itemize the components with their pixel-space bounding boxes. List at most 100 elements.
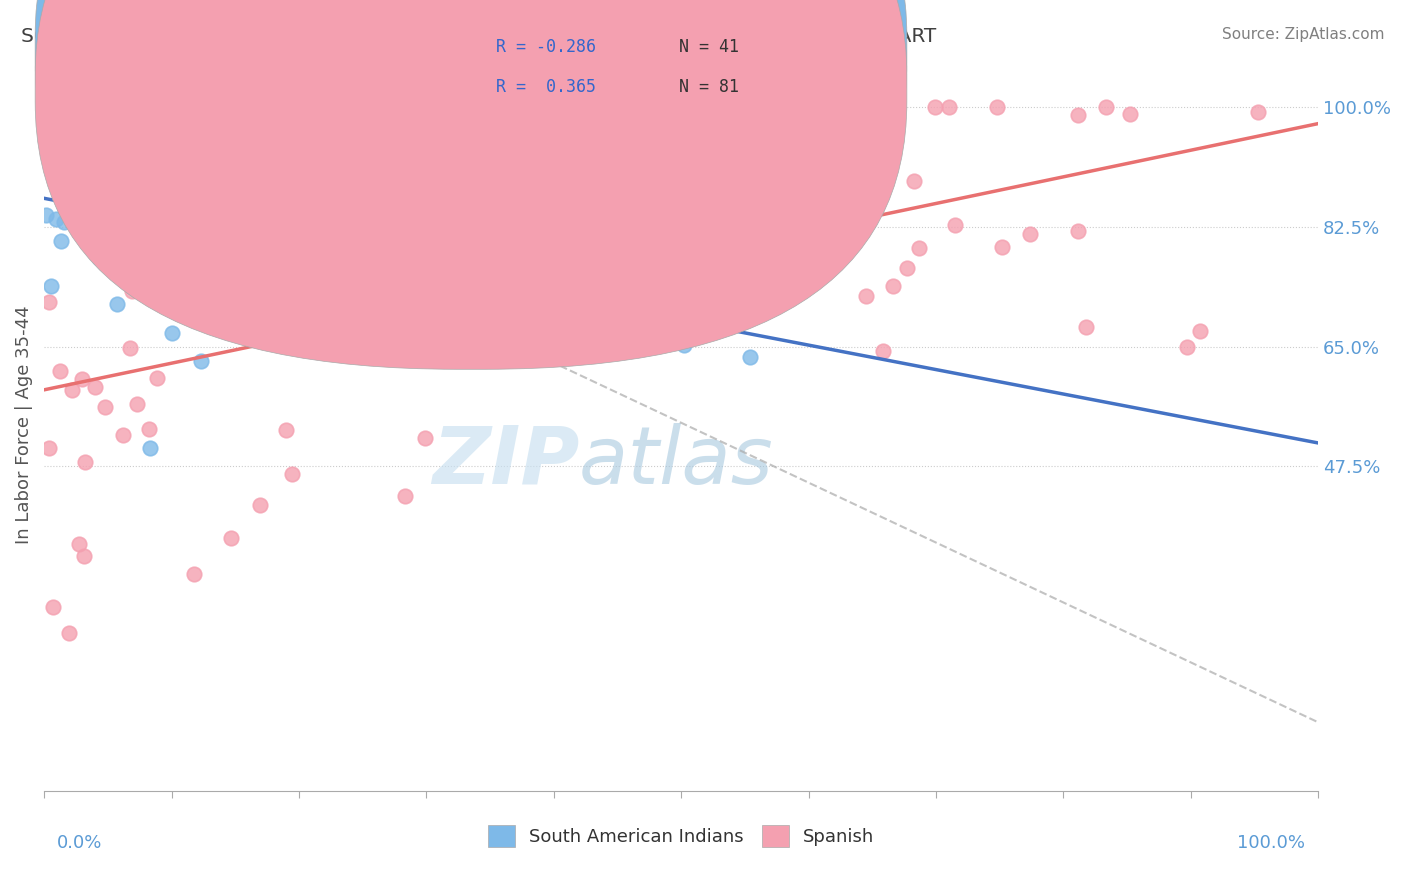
Point	[105, 297, 128, 311]
Legend: South American Indians, Spanish: South American Indians, Spanish	[481, 818, 882, 855]
Point	[509, 305, 531, 319]
Point	[183, 567, 205, 582]
Point	[120, 341, 142, 355]
Point	[146, 370, 169, 384]
Point	[70, 372, 93, 386]
Point	[89, 252, 111, 266]
Point	[84, 380, 107, 394]
Point	[938, 100, 960, 114]
Point	[129, 263, 152, 277]
Text: R = -0.286: R = -0.286	[496, 38, 596, 56]
Point	[399, 348, 422, 362]
Point	[740, 351, 762, 365]
Point	[1118, 107, 1140, 121]
Point	[124, 252, 146, 266]
Point	[39, 278, 62, 293]
Point	[194, 186, 217, 200]
Text: ZIP: ZIP	[432, 423, 579, 500]
Point	[503, 178, 526, 193]
Point	[688, 198, 710, 212]
Point	[110, 242, 132, 256]
Point	[127, 397, 149, 411]
Point	[107, 133, 129, 147]
Point	[138, 441, 160, 455]
Point	[131, 137, 153, 152]
Point	[167, 215, 190, 229]
Point	[87, 145, 110, 159]
Point	[69, 126, 91, 140]
Point	[560, 180, 582, 194]
Point	[315, 267, 337, 281]
Point	[651, 100, 673, 114]
Point	[766, 186, 789, 201]
Point	[316, 202, 339, 216]
Point	[903, 173, 925, 187]
Point	[598, 219, 620, 233]
Point	[924, 100, 946, 114]
Point	[515, 219, 537, 233]
Point	[38, 442, 60, 456]
Point	[267, 275, 290, 289]
Point	[190, 353, 212, 368]
Point	[1247, 104, 1270, 119]
Point	[77, 136, 100, 150]
Point	[1066, 224, 1088, 238]
Point	[266, 235, 288, 249]
Point	[276, 206, 298, 220]
Point	[224, 226, 246, 240]
Y-axis label: In Labor Force | Age 35-44: In Labor Force | Age 35-44	[15, 306, 32, 544]
Point	[121, 284, 143, 298]
Point	[209, 319, 232, 334]
Point	[636, 319, 658, 334]
Point	[827, 100, 849, 114]
Text: 0.0%: 0.0%	[56, 834, 103, 853]
Point	[855, 288, 877, 302]
Point	[73, 454, 96, 468]
Point	[221, 531, 243, 545]
Text: N = 41: N = 41	[679, 38, 740, 56]
Point	[46, 148, 69, 162]
Point	[142, 178, 165, 192]
Point	[93, 100, 115, 114]
Point	[49, 364, 72, 378]
Point	[794, 100, 817, 114]
Point	[673, 338, 696, 352]
Point	[575, 314, 598, 328]
Point	[59, 100, 82, 114]
Point	[509, 260, 531, 274]
Point	[111, 428, 134, 442]
Point	[228, 150, 250, 164]
Point	[58, 626, 80, 640]
Text: SOUTH AMERICAN INDIAN VS SPANISH IN LABOR FORCE | AGE 35-44 CORRELATION CHART: SOUTH AMERICAN INDIAN VS SPANISH IN LABO…	[21, 27, 936, 46]
Point	[991, 240, 1014, 254]
Text: 100.0%: 100.0%	[1237, 834, 1305, 853]
Point	[117, 217, 139, 231]
Point	[281, 467, 304, 482]
Point	[1019, 227, 1042, 242]
Point	[896, 261, 918, 276]
Point	[543, 343, 565, 357]
Point	[492, 324, 515, 338]
Point	[34, 121, 56, 136]
Point	[86, 194, 108, 209]
Point	[394, 490, 416, 504]
Point	[52, 215, 75, 229]
Point	[76, 185, 98, 199]
Point	[1067, 108, 1090, 122]
Point	[943, 219, 966, 233]
Point	[224, 263, 246, 277]
Point	[146, 100, 169, 114]
Point	[413, 431, 436, 445]
Text: atlas: atlas	[579, 423, 773, 500]
Point	[352, 245, 374, 260]
Point	[60, 384, 83, 398]
Point	[45, 212, 67, 227]
Point	[221, 300, 243, 314]
Point	[35, 208, 58, 222]
Point	[121, 280, 143, 294]
Point	[233, 199, 256, 213]
Text: N = 81: N = 81	[679, 78, 740, 96]
Point	[160, 282, 183, 296]
Point	[1189, 325, 1212, 339]
Point	[49, 234, 72, 248]
